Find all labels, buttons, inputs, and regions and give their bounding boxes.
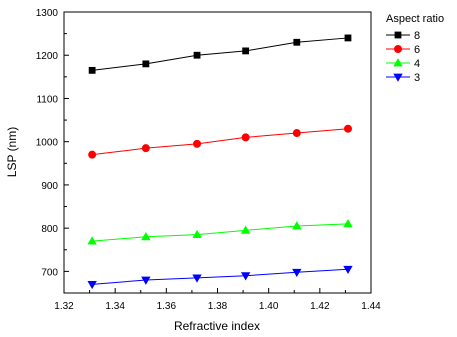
- y-tick-label: 1100: [36, 94, 58, 105]
- legend-label-3: 3: [414, 72, 420, 84]
- x-axis-ticks: 1.32 1.34 1.36 1.38 1.40 1.42 1.44: [54, 288, 381, 312]
- series-line-6: [92, 129, 348, 155]
- series-line-4: [92, 224, 348, 241]
- legend-label-6: 6: [414, 44, 420, 56]
- data-point-series-6: [89, 151, 96, 158]
- legend: 8 6 4 3: [386, 30, 420, 84]
- data-point-series-4: [344, 220, 352, 227]
- y-tick-label: 700: [41, 267, 58, 278]
- x-tick-label: 1.32: [54, 301, 74, 312]
- data-point-series-6: [344, 125, 351, 132]
- series-group: [88, 35, 352, 288]
- y-tick-label: 1300: [36, 8, 59, 19]
- data-point-series-8: [345, 35, 351, 41]
- legend-marker-8: [395, 32, 401, 38]
- legend-title: Aspect ratio: [386, 13, 444, 25]
- legend-label-4: 4: [414, 58, 420, 70]
- x-tick-label: 1.34: [105, 301, 125, 312]
- y-tick-label: 800: [41, 224, 58, 235]
- x-tick-label: 1.38: [208, 301, 228, 312]
- data-point-series-3: [88, 281, 96, 288]
- data-point-series-6: [193, 140, 200, 147]
- legend-label-8: 8: [414, 30, 420, 42]
- x-axis-label: Refractive index: [174, 319, 260, 333]
- x-tick-label: 1.42: [310, 301, 330, 312]
- x-tick-label: 1.44: [361, 301, 381, 312]
- data-point-series-8: [143, 61, 149, 67]
- data-point-series-8: [89, 67, 95, 73]
- x-tick-label: 1.40: [259, 301, 279, 312]
- data-point-series-6: [293, 129, 300, 136]
- x-tick-label: 1.36: [157, 301, 177, 312]
- series-line-8: [92, 38, 348, 70]
- y-tick-label: 1200: [36, 51, 59, 62]
- data-point-series-8: [294, 39, 300, 45]
- y-axis-label: LSP (nm): [5, 127, 19, 177]
- data-point-series-6: [242, 134, 249, 141]
- legend-marker-6: [394, 45, 401, 52]
- y-tick-label: 1000: [36, 138, 59, 149]
- y-tick-label: 900: [41, 181, 58, 192]
- data-point-series-8: [194, 52, 200, 58]
- data-point-series-8: [243, 48, 249, 54]
- series-line-3: [92, 269, 348, 284]
- data-point-series-6: [142, 145, 149, 152]
